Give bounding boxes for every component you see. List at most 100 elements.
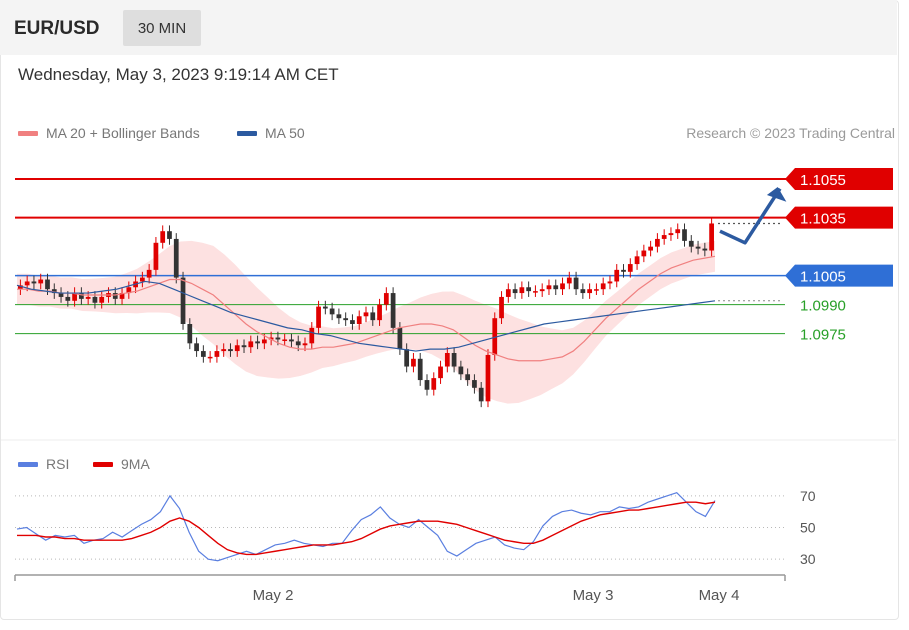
candle-body: [553, 285, 559, 290]
candle-body: [221, 349, 227, 352]
candle-body: [363, 312, 369, 317]
candle-body: [451, 353, 457, 367]
candle-body: [309, 327, 315, 344]
candle-body: [607, 281, 613, 284]
candle-body: [621, 269, 626, 272]
instrument-pair: EUR/USD: [14, 18, 100, 39]
candle-body: [438, 366, 443, 379]
candle-body: [458, 366, 464, 375]
candle-body: [526, 287, 532, 292]
forecast-arrow-path: [719, 187, 782, 245]
legend-rsi: RSI: [18, 456, 69, 472]
candle-body: [519, 287, 525, 294]
candle-body: [668, 233, 674, 236]
candle-body: [214, 351, 220, 357]
candle-body: [539, 289, 545, 292]
candle-body: [153, 242, 159, 270]
candle-body: [695, 246, 701, 249]
candle-body: [228, 349, 233, 352]
candle-body: [241, 345, 247, 348]
level-tag-1.1005: [785, 264, 893, 287]
candle-body: [627, 264, 633, 272]
candle-body: [126, 287, 132, 294]
candle-body: [180, 277, 186, 324]
candle-body: [268, 337, 274, 340]
candle-body: [38, 279, 44, 284]
candle-body: [255, 341, 260, 344]
candle-body: [302, 343, 308, 346]
candle-body: [594, 289, 599, 291]
candle-body: [248, 341, 254, 348]
timeframe-button[interactable]: 30 MIN: [123, 10, 201, 46]
level-tag-1.1035: [785, 206, 893, 229]
candle-body: [614, 269, 620, 282]
candle-body: [316, 306, 321, 328]
level-label-1.0990: 1.0990: [800, 298, 846, 315]
research-credit: Research © 2023 Trading Central: [686, 125, 895, 141]
candle-body: [58, 293, 64, 297]
forecast-arrow-head: [766, 187, 787, 202]
candle-body: [377, 304, 382, 321]
candle-body: [709, 223, 714, 251]
candle-body: [173, 238, 179, 278]
candle-body: [546, 285, 552, 290]
level-label-1.1005: 1.1005: [800, 269, 846, 286]
candle-body: [200, 351, 206, 357]
candle-body: [675, 229, 681, 234]
candle-body: [295, 341, 301, 346]
candle-body: [194, 343, 199, 352]
candle-body: [31, 281, 37, 284]
candle-body: [573, 277, 579, 290]
candle-body: [72, 293, 77, 301]
rsi-9ma-line: [17, 501, 716, 556]
candle-body: [329, 308, 335, 315]
candle-body: [370, 312, 376, 321]
ma50-swatch: [237, 130, 257, 136]
legend-9ma: 9MA: [93, 456, 150, 472]
candle-body: [682, 229, 687, 241]
candle-body: [580, 289, 586, 294]
candle-body: [289, 339, 294, 342]
candle-body: [688, 240, 694, 247]
candle-body: [356, 316, 362, 324]
candle-body: [424, 380, 430, 390]
rsi-tick-label: 30: [800, 551, 816, 567]
candle-body: [65, 296, 71, 301]
candle-body: [167, 231, 172, 239]
candle-body: [641, 250, 647, 257]
candle-body: [383, 293, 389, 305]
candle-body: [431, 378, 437, 390]
rsi-tick-label: 70: [800, 488, 816, 504]
candle-body: [24, 281, 30, 286]
candle-body: [702, 248, 708, 251]
candle-body: [533, 291, 538, 293]
candle-body: [499, 296, 504, 319]
x-tick-label: May 4: [699, 587, 740, 604]
candle-body: [343, 318, 349, 321]
candle-body: [275, 337, 281, 340]
candle-body: [139, 277, 145, 282]
candle-body: [600, 283, 606, 290]
candle-body: [587, 289, 593, 294]
candle-body: [634, 256, 640, 265]
level-label-1.1055: 1.1055: [800, 172, 846, 189]
candle-body: [99, 296, 105, 303]
candle-body: [112, 293, 118, 299]
candle-body: [187, 324, 193, 344]
candle-body: [566, 277, 572, 284]
candle-body: [160, 231, 166, 243]
candle-body: [234, 345, 240, 352]
candle-body: [350, 320, 355, 324]
candle-body: [465, 374, 471, 381]
legend-ma50: MA 50: [237, 125, 305, 141]
candle-body: [282, 339, 288, 341]
candle-body: [404, 349, 410, 367]
legend-ma50-label: MA 50: [265, 125, 305, 141]
candle-body: [478, 387, 484, 402]
candle-body: [411, 358, 416, 367]
candle-body: [119, 293, 125, 299]
candle-body: [261, 339, 267, 344]
candle-body: [336, 314, 342, 319]
candle-body: [51, 289, 57, 294]
